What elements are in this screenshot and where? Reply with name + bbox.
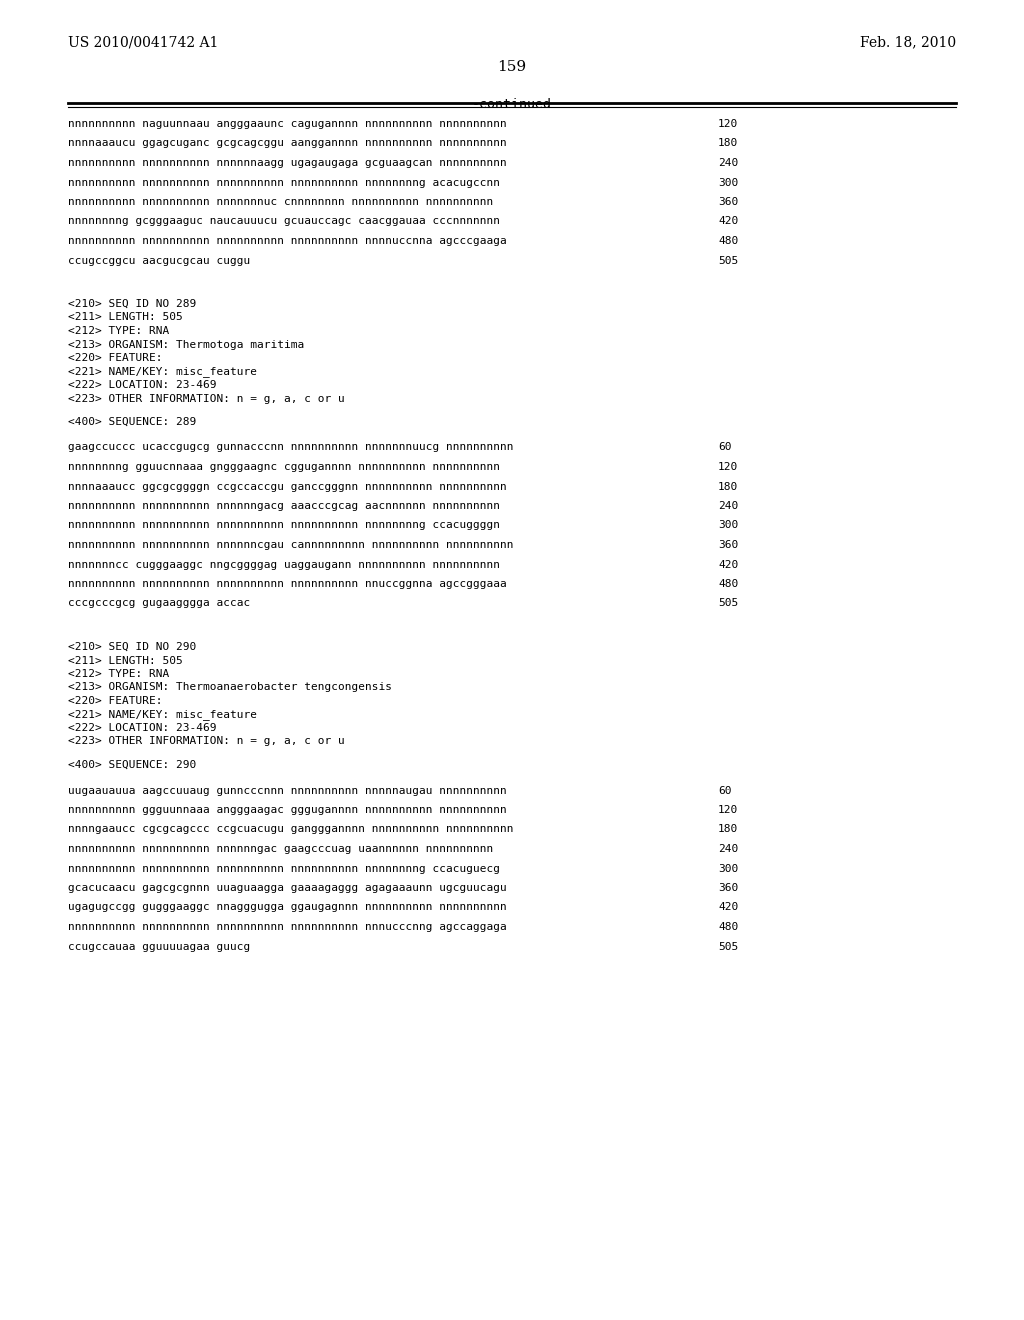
- Text: uugaauauua aagccuuaug gunncccnnn nnnnnnnnnn nnnnnaugau nnnnnnnnnn: uugaauauua aagccuuaug gunncccnnn nnnnnnn…: [68, 785, 507, 796]
- Text: <213> ORGANISM: Thermotoga maritima: <213> ORGANISM: Thermotoga maritima: [68, 339, 304, 350]
- Text: nnnnnnnnnn nnnnnnnnnn nnnnnnnnnn nnnnnnnnnn nnnnuccnna agcccgaaga: nnnnnnnnnn nnnnnnnnnn nnnnnnnnnn nnnnnnn…: [68, 236, 507, 246]
- Text: nnnnnnnnnn nnnnnnnnnn nnnnnnnnnn nnnnnnnnnn nnuccggnna agccgggaaa: nnnnnnnnnn nnnnnnnnnn nnnnnnnnnn nnnnnnn…: [68, 579, 507, 589]
- Text: ccugccauaa gguuuuagaa guucg: ccugccauaa gguuuuagaa guucg: [68, 941, 250, 952]
- Text: 240: 240: [718, 502, 738, 511]
- Text: <210> SEQ ID NO 290: <210> SEQ ID NO 290: [68, 642, 197, 652]
- Text: 480: 480: [718, 579, 738, 589]
- Text: 60: 60: [718, 785, 731, 796]
- Text: 240: 240: [718, 158, 738, 168]
- Text: nnnnnnnng gcgggaaguc naucauuucu gcuauccagc caacggauaa cccnnnnnnn: nnnnnnnng gcgggaaguc naucauuucu gcuaucca…: [68, 216, 500, 227]
- Text: <222> LOCATION: 23-469: <222> LOCATION: 23-469: [68, 723, 216, 733]
- Text: nnnnnnnng gguucnnaaa gngggaagnc cggugannnn nnnnnnnnnn nnnnnnnnnn: nnnnnnnng gguucnnaaa gngggaagnc cggugann…: [68, 462, 500, 473]
- Text: 420: 420: [718, 216, 738, 227]
- Text: nnnnnnnnnn nnnnnnnnnn nnnnnnnnnn nnnnnnnnnn nnnucccnng agccaggaga: nnnnnnnnnn nnnnnnnnnn nnnnnnnnnn nnnnnnn…: [68, 921, 507, 932]
- Text: 180: 180: [718, 139, 738, 149]
- Text: <221> NAME/KEY: misc_feature: <221> NAME/KEY: misc_feature: [68, 710, 257, 721]
- Text: 159: 159: [498, 59, 526, 74]
- Text: <223> OTHER INFORMATION: n = g, a, c or u: <223> OTHER INFORMATION: n = g, a, c or …: [68, 393, 345, 404]
- Text: <210> SEQ ID NO 289: <210> SEQ ID NO 289: [68, 300, 197, 309]
- Text: nnnnaaaucc ggcgcggggn ccgccaccgu ganccgggnn nnnnnnnnnn nnnnnnnnnn: nnnnaaaucc ggcgcggggn ccgccaccgu ganccgg…: [68, 482, 507, 491]
- Text: gaagccuccc ucaccgugcg gunnacccnn nnnnnnnnnn nnnnnnnuucg nnnnnnnnnn: gaagccuccc ucaccgugcg gunnacccnn nnnnnnn…: [68, 442, 513, 453]
- Text: nnnnaaaucu ggagcuganc gcgcagcggu aanggannnn nnnnnnnnnn nnnnnnnnnn: nnnnaaaucu ggagcuganc gcgcagcggu aanggan…: [68, 139, 507, 149]
- Text: <400> SEQUENCE: 290: <400> SEQUENCE: 290: [68, 760, 197, 770]
- Text: <221> NAME/KEY: misc_feature: <221> NAME/KEY: misc_feature: [68, 367, 257, 378]
- Text: nnnngaaucc cgcgcagccc ccgcuacugu gangggannnn nnnnnnnnnn nnnnnnnnnn: nnnngaaucc cgcgcagccc ccgcuacugu ganggga…: [68, 825, 513, 834]
- Text: <212> TYPE: RNA: <212> TYPE: RNA: [68, 669, 169, 678]
- Text: <400> SEQUENCE: 289: <400> SEQUENCE: 289: [68, 417, 197, 426]
- Text: 360: 360: [718, 883, 738, 894]
- Text: 360: 360: [718, 197, 738, 207]
- Text: 420: 420: [718, 560, 738, 569]
- Text: 60: 60: [718, 442, 731, 453]
- Text: <211> LENGTH: 505: <211> LENGTH: 505: [68, 656, 182, 665]
- Text: 480: 480: [718, 921, 738, 932]
- Text: 420: 420: [718, 903, 738, 912]
- Text: <222> LOCATION: 23-469: <222> LOCATION: 23-469: [68, 380, 216, 389]
- Text: 505: 505: [718, 598, 738, 609]
- Text: nnnnnnnnnn nnnnnnnnnn nnnnnnnnnn nnnnnnnnnn nnnnnnnng acacugccnn: nnnnnnnnnn nnnnnnnnnn nnnnnnnnnn nnnnnnn…: [68, 177, 500, 187]
- Text: nnnnnnnnnn nnnnnnnnnn nnnnnngac gaagcccuag uaannnnnn nnnnnnnnnn: nnnnnnnnnn nnnnnnnnnn nnnnnngac gaagcccu…: [68, 843, 494, 854]
- Text: 480: 480: [718, 236, 738, 246]
- Text: 240: 240: [718, 843, 738, 854]
- Text: 505: 505: [718, 941, 738, 952]
- Text: 120: 120: [718, 462, 738, 473]
- Text: 180: 180: [718, 482, 738, 491]
- Text: 120: 120: [718, 119, 738, 129]
- Text: nnnnnnnnnn nnnnnnnnnn nnnnnnnnnn nnnnnnnnnn nnnnnnnng ccacuguecg: nnnnnnnnnn nnnnnnnnnn nnnnnnnnnn nnnnnnn…: [68, 863, 500, 874]
- Text: nnnnnnnnnn nnnnnnnnnn nnnnnncgau cannnnnnnnn nnnnnnnnnn nnnnnnnnnn: nnnnnnnnnn nnnnnnnnnn nnnnnncgau cannnnn…: [68, 540, 513, 550]
- Text: <211> LENGTH: 505: <211> LENGTH: 505: [68, 313, 182, 322]
- Text: nnnnnnnnnn nnnnnnnnnn nnnnnnnnnn nnnnnnnnnn nnnnnnnng ccacuggggn: nnnnnnnnnn nnnnnnnnnn nnnnnnnnnn nnnnnnn…: [68, 520, 500, 531]
- Text: Feb. 18, 2010: Feb. 18, 2010: [860, 36, 956, 49]
- Text: <212> TYPE: RNA: <212> TYPE: RNA: [68, 326, 169, 337]
- Text: 300: 300: [718, 520, 738, 531]
- Text: ugagugccgg gugggaaggc nnagggugga ggaugagnnn nnnnnnnnnn nnnnnnnnnn: ugagugccgg gugggaaggc nnagggugga ggaugag…: [68, 903, 507, 912]
- Text: <223> OTHER INFORMATION: n = g, a, c or u: <223> OTHER INFORMATION: n = g, a, c or …: [68, 737, 345, 747]
- Text: US 2010/0041742 A1: US 2010/0041742 A1: [68, 36, 218, 49]
- Text: ccugccggcu aacgucgcau cuggu: ccugccggcu aacgucgcau cuggu: [68, 256, 250, 265]
- Text: cccgcccgcg gugaagggga accac: cccgcccgcg gugaagggga accac: [68, 598, 250, 609]
- Text: gcacucaacu gagcgcgnnn uuaguaagga gaaaagaggg agagaaaunn ugcguucagu: gcacucaacu gagcgcgnnn uuaguaagga gaaaaga…: [68, 883, 507, 894]
- Text: nnnnnnnnnn naguunnaau angggaaunc cagugannnn nnnnnnnnnn nnnnnnnnnn: nnnnnnnnnn naguunnaau angggaaunc cagugan…: [68, 119, 507, 129]
- Text: <220> FEATURE:: <220> FEATURE:: [68, 352, 163, 363]
- Text: nnnnnnncc cugggaaggc nngcggggag uaggaugann nnnnnnnnnn nnnnnnnnnn: nnnnnnncc cugggaaggc nngcggggag uaggauga…: [68, 560, 500, 569]
- Text: nnnnnnnnnn nnnnnnnnnn nnnnnnaagg ugagaugaga gcguaagcan nnnnnnnnnn: nnnnnnnnnn nnnnnnnnnn nnnnnnaagg ugagaug…: [68, 158, 507, 168]
- Text: 180: 180: [718, 825, 738, 834]
- Text: <213> ORGANISM: Thermoanaerobacter tengcongensis: <213> ORGANISM: Thermoanaerobacter tengc…: [68, 682, 392, 693]
- Text: nnnnnnnnnn ggguunnaaa angggaagac gggugannnn nnnnnnnnnn nnnnnnnnnn: nnnnnnnnnn ggguunnaaa angggaagac gggugan…: [68, 805, 507, 814]
- Text: 505: 505: [718, 256, 738, 265]
- Text: 300: 300: [718, 863, 738, 874]
- Text: -continued: -continued: [472, 98, 552, 111]
- Text: 300: 300: [718, 177, 738, 187]
- Text: 120: 120: [718, 805, 738, 814]
- Text: nnnnnnnnnn nnnnnnnnnn nnnnnnnuc cnnnnnnnn nnnnnnnnnn nnnnnnnnnn: nnnnnnnnnn nnnnnnnnnn nnnnnnnuc cnnnnnnn…: [68, 197, 494, 207]
- Text: nnnnnnnnnn nnnnnnnnnn nnnnnngacg aaacccgcag aacnnnnnn nnnnnnnnnn: nnnnnnnnnn nnnnnnnnnn nnnnnngacg aaacccg…: [68, 502, 500, 511]
- Text: <220> FEATURE:: <220> FEATURE:: [68, 696, 163, 706]
- Text: 360: 360: [718, 540, 738, 550]
